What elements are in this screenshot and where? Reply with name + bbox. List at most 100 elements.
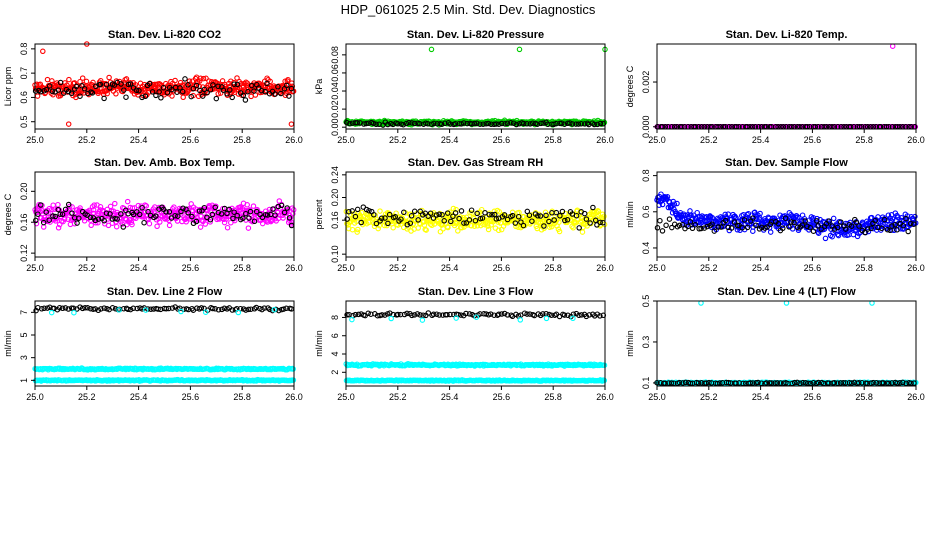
data-point [597,120,604,127]
data-point [856,379,862,386]
data-point [576,312,582,319]
data-point [703,380,710,386]
data-point [215,307,222,313]
data-point [478,206,485,213]
data-point [452,210,459,216]
data-point [587,220,593,226]
data-point [245,225,252,231]
data-point [202,309,209,315]
data-point [682,379,689,386]
data-point [355,311,362,318]
x-tick-label: 25.8 [233,135,251,145]
y-tick-label: 0.10 [330,245,340,263]
data-point [527,219,534,226]
data-point [814,218,820,224]
data-point [344,216,350,222]
data-point [81,86,88,92]
data-point [38,306,45,312]
data-point [842,380,849,386]
y-tick-label: 0.5 [19,115,29,128]
data-point [666,216,673,222]
chart-title: Stan. Dev. Amb. Box Temp. [94,157,235,169]
data-point [209,305,216,312]
data-point [224,210,230,217]
y-tick-label: 5 [19,332,29,337]
data-point [597,219,603,226]
data-point [570,315,576,322]
data-point [837,380,844,386]
data-point [160,85,167,91]
data-point [477,121,483,127]
data-point [425,121,431,127]
data-point [747,380,754,386]
data-point [427,210,434,216]
data-point [196,78,203,84]
data-point [284,82,290,89]
chart-title: Stan. Dev. Gas Stream RH [408,157,544,169]
data-point [417,121,423,127]
data-point [802,218,808,224]
x-tick-label: 26.0 [285,135,303,145]
data-point [95,216,102,222]
data-point [179,88,186,95]
data-point [870,379,876,386]
x-tick-label: 25.6 [493,263,511,273]
data-point [722,217,729,224]
data-point [246,215,252,221]
data-point [791,379,798,386]
data-point [354,120,361,126]
data-point [905,228,911,235]
plot-frame [656,43,917,130]
x-tick-label: 25.6 [182,135,200,145]
data-point [97,81,104,88]
data-point [868,380,874,386]
data-point [471,120,478,127]
data-point [349,208,355,214]
data-point [466,217,473,223]
y-axis-label: degrees C [625,65,635,107]
data-point [485,226,492,233]
data-point [583,216,590,222]
data-point [280,306,287,312]
data-point [912,213,918,220]
data-point [892,222,898,228]
outlier-point [40,48,46,55]
data-point [501,310,508,317]
data-point [385,220,391,227]
x-tick-label: 25.0 [648,263,666,273]
data-point [791,219,797,226]
data-point [111,82,118,88]
data-point [573,121,579,127]
data-point [404,310,410,317]
data-point [188,93,194,100]
data-point [283,305,290,312]
data-point [213,95,220,102]
data-point [495,227,502,234]
data-point [228,219,234,226]
data-point [55,87,62,93]
x-tick-label: 25.0 [648,135,666,145]
data-point [124,198,131,205]
x-tick-label: 25.2 [389,263,407,273]
data-point [377,208,383,214]
data-point [373,220,380,227]
data-point [448,218,454,225]
x-tick-label: 25.2 [78,263,96,273]
data-point [153,92,159,99]
data-point [139,94,145,101]
data-point [112,200,118,207]
chart-title: Stan. Dev. Line 2 Flow [107,286,223,298]
data-point [453,315,459,321]
data-point [201,204,208,211]
data-point [68,305,75,311]
data-point [259,214,266,221]
data-point [504,120,511,127]
data-point [33,220,40,227]
x-tick-label: 26.0 [907,135,925,145]
data-point [496,311,502,318]
data-point [393,210,399,216]
data-point [419,317,426,323]
data-point [569,121,576,127]
data-point [406,119,412,126]
data-point [395,121,401,127]
